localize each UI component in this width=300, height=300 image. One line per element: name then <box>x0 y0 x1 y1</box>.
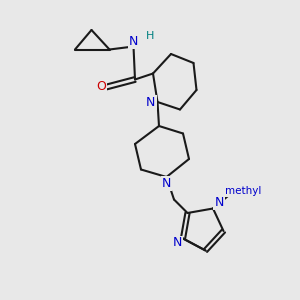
Text: N: N <box>129 34 138 48</box>
Text: H: H <box>146 31 154 41</box>
Text: methyl: methyl <box>225 186 262 196</box>
Text: N: N <box>172 236 182 250</box>
Text: N: N <box>162 177 171 190</box>
Text: N: N <box>214 196 224 209</box>
Text: O: O <box>96 80 106 94</box>
Text: N: N <box>146 95 156 109</box>
